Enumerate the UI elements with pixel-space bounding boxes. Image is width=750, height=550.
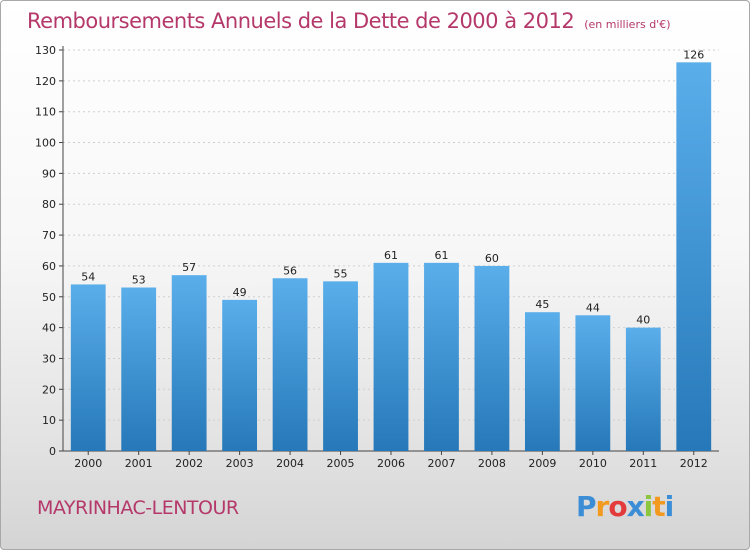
bar-value-label: 40 <box>636 314 650 327</box>
bar-value-label: 61 <box>384 249 398 262</box>
y-tick-label: 50 <box>42 291 56 304</box>
x-tick-label: 2002 <box>175 457 203 470</box>
bar <box>222 299 258 451</box>
bar-value-label: 45 <box>535 298 549 311</box>
x-tick-label: 2010 <box>579 457 607 470</box>
logo-letter: t <box>652 490 665 523</box>
logo-letter: x <box>626 490 645 523</box>
bar <box>575 315 611 451</box>
y-tick-label: 10 <box>42 414 56 427</box>
y-tick-label: 30 <box>42 352 56 365</box>
x-tick-label: 2011 <box>629 457 657 470</box>
chart-title-text: Remboursements Annuels de la Dette de 20… <box>27 9 575 33</box>
bar <box>272 278 308 451</box>
logo-letter: i <box>643 490 654 523</box>
logo-letter: P <box>576 490 597 523</box>
bar-value-label: 61 <box>434 249 448 262</box>
x-tick-label: 2007 <box>427 457 455 470</box>
bar <box>524 312 560 451</box>
bar-value-label: 57 <box>182 261 196 274</box>
bar-value-label: 55 <box>334 267 348 280</box>
bar-value-label: 53 <box>132 274 146 287</box>
bar-value-label: 126 <box>683 48 704 61</box>
y-tick-label: 90 <box>42 167 56 180</box>
bar-value-label: 60 <box>485 252 499 265</box>
y-tick-label: 110 <box>35 106 56 119</box>
chart-subtitle: (en milliers d'€) <box>584 18 671 31</box>
x-tick-label: 2001 <box>125 457 153 470</box>
y-tick-label: 0 <box>49 445 56 458</box>
bar-value-label: 44 <box>586 301 600 314</box>
bars <box>70 62 712 451</box>
proxiti-logo[interactable]: Proxiti <box>576 490 675 523</box>
bar-value-label: 49 <box>233 286 247 299</box>
y-tick-label: 80 <box>42 198 56 211</box>
y-tick-label: 20 <box>42 383 56 396</box>
logo-letter: i <box>664 490 675 523</box>
x-tick-label: 2012 <box>680 457 708 470</box>
bar <box>676 62 712 451</box>
logo-letter: o <box>608 490 627 523</box>
labels: 2000 54 2001 53 2002 57 2003 49 2004 56 2005 55 2006… <box>74 48 708 470</box>
x-tick-label: 2006 <box>377 457 405 470</box>
bar <box>70 284 106 451</box>
x-tick-label: 2008 <box>478 457 506 470</box>
y-tick-label: 40 <box>42 322 56 335</box>
chart-title: Remboursements Annuels de la Dette de 20… <box>27 9 670 33</box>
bar <box>323 281 358 451</box>
x-tick-label: 2009 <box>528 457 556 470</box>
y-tick-label: 100 <box>35 137 56 150</box>
bar-value-label: 56 <box>283 264 297 277</box>
bar <box>121 287 157 451</box>
x-tick-label: 2004 <box>276 457 304 470</box>
bar <box>171 275 207 451</box>
bar <box>474 265 510 451</box>
logo-letter: r <box>595 490 610 523</box>
bar <box>424 262 459 451</box>
x-tick-label: 2000 <box>74 457 102 470</box>
bar <box>625 327 661 451</box>
bar <box>373 262 409 451</box>
y-tick-label: 60 <box>42 260 56 273</box>
y-tick-label: 130 <box>35 44 56 57</box>
bar-value-label: 54 <box>81 270 95 283</box>
y-tick-label: 120 <box>35 75 56 88</box>
x-tick-label: 2003 <box>226 457 254 470</box>
y-tick-label: 70 <box>42 229 56 242</box>
x-tick-label: 2005 <box>327 457 355 470</box>
commune-name: MAYRINHAC-LENTOUR <box>37 497 239 519</box>
